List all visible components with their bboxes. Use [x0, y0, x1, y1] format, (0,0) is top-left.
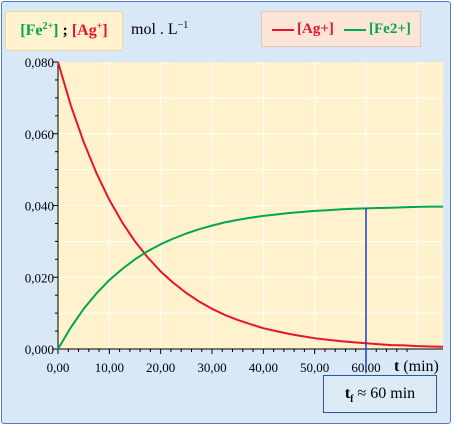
y-tick-label: 0,060	[25, 127, 54, 142]
y-tick-label: 0,080	[25, 55, 54, 70]
x-tick-label: 30,00	[197, 360, 226, 375]
series-line-1	[57, 205, 443, 350]
final-time-annotation: tf ≈ 60 min	[323, 375, 437, 413]
legend-label-ag: [Ag+]	[297, 21, 334, 37]
x-tick-label: 50,00	[300, 360, 329, 375]
annotation-subscript: f	[350, 394, 354, 405]
annotation-t: t	[344, 385, 351, 402]
tick-labels: 0,000 0,020 0,040 0,060 0,080 0,00 10,00 20,00 3…	[25, 55, 439, 375]
legend-swatch-fe	[344, 28, 366, 31]
y-tick-label: 0,020	[25, 270, 54, 285]
legend-item-fe: [Fe2+]	[344, 21, 411, 38]
x-tick-label: 0,00	[47, 360, 70, 375]
x-axis-label-unit: (min)	[399, 358, 439, 375]
species-separator: ;	[58, 22, 72, 39]
x-tick-label: 20,00	[146, 360, 175, 375]
x-axis-label-var: t	[394, 358, 400, 375]
axes	[53, 61, 443, 354]
x-tick-label: 10,00	[95, 360, 124, 375]
species-ag-charge: +	[96, 21, 103, 32]
legend-item-ag: [Ag+]	[272, 21, 334, 38]
chart-title-species: [Fe2+] ; [Ag+]	[5, 11, 123, 51]
unit-label: mol . L−1	[131, 20, 189, 39]
species-fe-charge: 2+	[42, 21, 54, 32]
annotation-text: ≈ 60 min	[353, 385, 416, 402]
y-tick-label: 0,000	[25, 342, 54, 357]
legend-swatch-ag	[272, 28, 294, 31]
legend-label-fe: [Fe2+]	[369, 21, 411, 37]
legend: [Ag+] [Fe2+]	[261, 11, 421, 47]
series	[57, 61, 444, 350]
unit-text: mol . L	[131, 21, 178, 38]
y-tick-label: 0,040	[25, 199, 54, 214]
species-ag-label: Ag	[77, 22, 97, 39]
x-tick-label: 60,00	[351, 360, 380, 375]
species-fe-label: Fe	[25, 22, 43, 39]
unit-exponent: −1	[177, 20, 189, 31]
x-axis-label: t (min)	[394, 358, 439, 375]
x-tick-label: 40,00	[249, 360, 278, 375]
series-line-0	[57, 61, 444, 348]
